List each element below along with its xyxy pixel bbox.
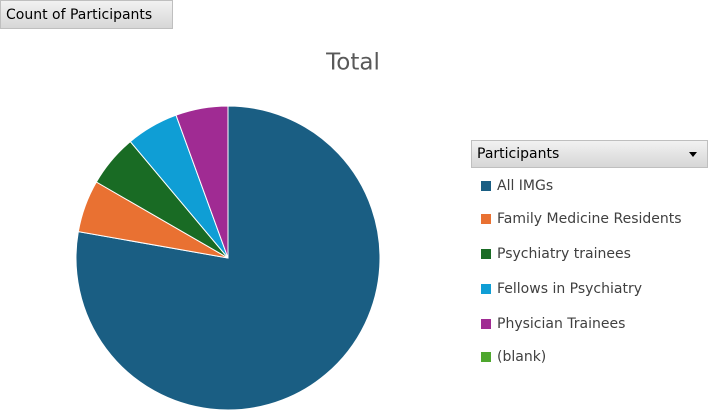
legend-label: Physician Trainees — [497, 316, 625, 332]
legend-swatch — [481, 284, 491, 294]
legend-swatch — [481, 214, 491, 224]
field-button-label: Count of Participants — [6, 7, 152, 23]
legend-label: (blank) — [497, 349, 546, 365]
dropdown-arrow[interactable] — [689, 152, 697, 157]
legend-swatch — [481, 352, 491, 362]
field-button[interactable] — [0, 0, 173, 29]
chart-title: Total — [325, 50, 380, 76]
legend-header[interactable] — [471, 140, 708, 168]
pie — [75, 105, 381, 411]
legend-swatch — [481, 319, 491, 329]
legend-label: All IMGs — [497, 178, 553, 194]
pie-slice — [175, 105, 229, 259]
legend-label: Fellows in Psychiatry — [497, 281, 642, 297]
legend-header-label: Participants — [477, 146, 559, 162]
legend-swatch — [481, 181, 491, 191]
legend-swatch — [481, 249, 491, 259]
legend-label: Family Medicine Residents — [497, 211, 682, 227]
legend-label: Psychiatry trainees — [497, 246, 631, 262]
legend: All IMGs Family Medicine Residents Psychia… — [481, 178, 682, 365]
